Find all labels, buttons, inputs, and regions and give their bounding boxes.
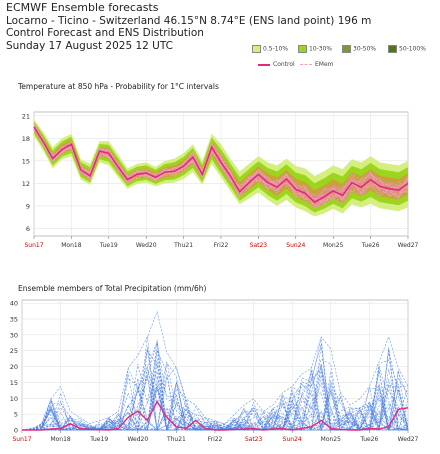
precipitation-xtick-label: Sun17	[12, 436, 31, 443]
temperature-ensemble-member	[33, 126, 409, 209]
precipitation-ensemble-member	[22, 346, 409, 431]
precipitation-ensemble-member	[22, 358, 409, 431]
precipitation-ensemble-member	[21, 340, 408, 431]
legend-swatch-3	[388, 45, 397, 53]
precipitation-control-line	[22, 400, 409, 431]
precipitation-ytick-label: 5	[14, 411, 18, 419]
legend-item-1: 10-30%	[298, 45, 332, 53]
temperature-xtick-label: Sun17	[24, 242, 43, 249]
precipitation-xtick-label: Wed27	[398, 436, 419, 443]
precipitation-ensemble-member	[21, 358, 409, 431]
precipitation-xtick-label: Sat23	[245, 436, 263, 443]
precipitation-ytick-label: 10	[10, 395, 18, 403]
precipitation-xtick-label: Sun24	[283, 436, 302, 443]
temperature-chart-title: Temperature at 850 hPa - Probability for…	[18, 82, 219, 91]
header-line-4: Sunday 17 August 2025 12 UTC	[6, 39, 173, 52]
precipitation-ytick-label: 40	[10, 300, 18, 308]
precipitation-ensemble-member	[21, 377, 409, 431]
temperature-ytick-label: 21	[22, 112, 30, 120]
temperature-xtick-label: Wed20	[136, 242, 157, 249]
header-block: ECMWF Ensemble forecasts Locarno - Ticin…	[6, 1, 372, 52]
header-line-3: Control Forecast and ENS Distribution	[6, 27, 204, 39]
precipitation-ensemble-member	[21, 310, 409, 431]
header-line-1: ECMWF Ensemble forecasts	[6, 1, 159, 14]
temperature-xtick-label: Wed27	[398, 242, 419, 249]
precipitation-xtick-label: Mon18	[50, 436, 70, 443]
precipitation-ensemble-member	[21, 359, 409, 431]
legend: 0.5-10% 10-30% 30-50% 50-100% Control EM…	[248, 44, 438, 74]
temperature-xtick-label: Tue26	[361, 242, 380, 249]
temperature-xtick-label: Tue19	[99, 242, 118, 249]
precipitation-ensemble-member	[21, 343, 409, 431]
temperature-chart: 6 9 12 15 18 21 Sun17 Mon18 Tue19 Wed20 Thu21 Fri22…	[22, 111, 419, 249]
legend-control-line	[258, 63, 270, 66]
temperature-xtick-label: Fri22	[214, 242, 229, 249]
precipitation-ytick-label: 35	[10, 316, 18, 324]
legend-swatch-2	[342, 45, 351, 53]
temperature-xtick-label: Mon25	[323, 242, 343, 249]
legend-emem: EMem	[300, 61, 334, 68]
precipitation-ensemble-member	[21, 388, 409, 431]
precipitation-xtick-label: Thu21	[166, 436, 186, 443]
precipitation-ytick-label: 25	[10, 347, 18, 355]
temperature-ytick-label: 12	[22, 180, 30, 188]
temperature-ytick-label: 18	[22, 135, 30, 143]
precipitation-ytick-label: 0	[14, 427, 18, 435]
temperature-ensemble-member	[33, 128, 409, 209]
precipitation-ytick-label: 20	[10, 363, 18, 371]
precipitation-xtick-label: Tue19	[89, 436, 108, 443]
temperature-ytick-label: 15	[22, 157, 30, 165]
precipitation-xtick-label: Fri22	[208, 436, 223, 443]
legend-control: Control	[258, 61, 295, 68]
precipitation-ytick-label: 30	[10, 331, 18, 339]
header-line-2: Locarno - Ticino - Switzerland 46.15°N 8…	[6, 14, 372, 27]
legend-item-3: 50-100%	[388, 45, 426, 53]
temperature-xtick-label: Mon18	[61, 242, 81, 249]
legend-item-2: 30-50%	[342, 45, 376, 53]
temperature-band-30-50	[34, 123, 408, 209]
precipitation-chart-title: Ensemble members of Total Precipitation …	[18, 284, 207, 293]
legend-item-0: 0.5-10%	[252, 45, 288, 53]
precipitation-ensemble-member	[21, 364, 409, 432]
temperature-ytick-label: 9	[26, 202, 30, 210]
precipitation-xtick-label: Mon25	[321, 436, 341, 443]
temperature-xtick-label: Thu21	[173, 242, 193, 249]
precipitation-xtick-label: Wed20	[127, 436, 148, 443]
temperature-xtick-label: Sun24	[286, 242, 305, 249]
temperature-ensemble-member	[33, 126, 409, 210]
legend-swatch-0	[252, 45, 261, 53]
temperature-ytick-label: 6	[26, 225, 30, 233]
precipitation-xtick-label: Tue26	[359, 436, 378, 443]
temperature-control-line	[33, 126, 409, 204]
precipitation-chart: 0 5 10 15 20 25 30 35 40 Sun17 Mon18 Tue19 Wed20 Thu2…	[10, 300, 419, 443]
temperature-xtick-label: Sat23	[250, 242, 268, 249]
legend-swatch-1	[298, 45, 307, 53]
legend-emem-line	[300, 64, 312, 65]
precipitation-ytick-label: 15	[10, 379, 18, 387]
precipitation-ensemble-member	[22, 366, 408, 432]
